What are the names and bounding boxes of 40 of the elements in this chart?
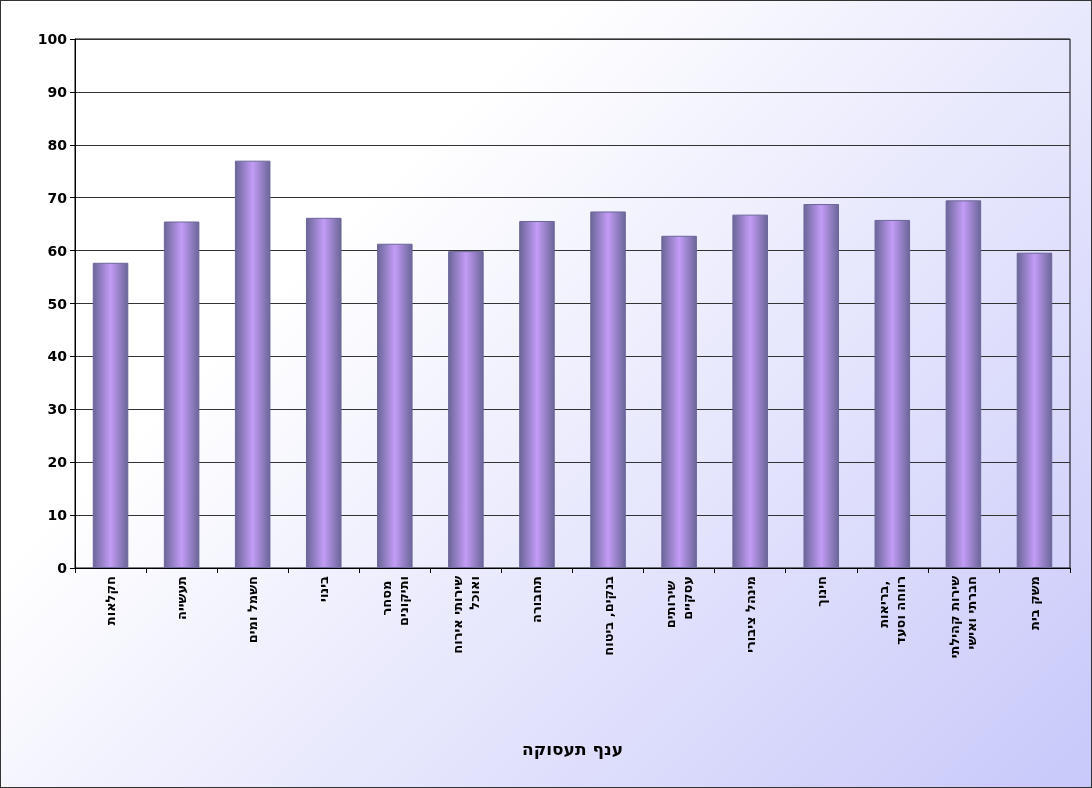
- x-tick-label: בריאות, רווחה וסעד: [876, 576, 909, 645]
- x-tick-label: חשמל ומים: [245, 576, 261, 644]
- bar: [448, 251, 484, 568]
- bar: [163, 221, 200, 568]
- x-tick-label: משק בית: [1026, 576, 1042, 630]
- x-tick-label: תעשייה: [174, 576, 190, 620]
- bar: [732, 214, 768, 568]
- x-tick-label: שירות קהילתי חברתי ואישי: [947, 575, 980, 659]
- y-tick-label: 10: [47, 507, 68, 524]
- y-tick-label: 30: [47, 401, 68, 418]
- bar: [305, 217, 342, 568]
- y-tick-label: 20: [47, 454, 68, 471]
- bar: [590, 211, 626, 568]
- x-tick-label: בינוי: [316, 575, 332, 602]
- y-tick-label: 90: [47, 83, 68, 100]
- bar: [945, 200, 982, 568]
- x-tick-label: שירותי אירוח ואוכל: [449, 575, 482, 654]
- y-tick-label: 50: [47, 295, 68, 312]
- bar: [92, 262, 129, 568]
- bar: [874, 219, 911, 568]
- x-tick-label: חינוך: [813, 576, 829, 607]
- bar: [803, 204, 840, 568]
- y-tick-label: 0: [57, 560, 68, 576]
- bar: [519, 220, 555, 568]
- x-tick-label: חקלאות: [103, 576, 119, 626]
- y-tick-label: 60: [47, 242, 68, 259]
- x-tick-label: שירותים עסקיים: [663, 576, 696, 629]
- y-tick-label: 40: [47, 348, 68, 365]
- x-tick-label: בנקים, ביטוח: [600, 575, 616, 656]
- bar: [377, 243, 413, 568]
- y-tick-label: 70: [47, 189, 68, 206]
- y-tick-label: 80: [47, 136, 68, 153]
- x-tick-label: מינהל ציבורי: [742, 576, 758, 653]
- y-tick-label: 100: [37, 31, 68, 47]
- x-tick-label: מסחר ותיקונים: [378, 576, 411, 626]
- bar: [661, 235, 697, 568]
- x-axis-title: ענף תעסוקה: [522, 738, 623, 759]
- bar: [234, 160, 271, 568]
- bar: [1016, 252, 1053, 568]
- x-tick-label: תחבורה: [529, 576, 545, 623]
